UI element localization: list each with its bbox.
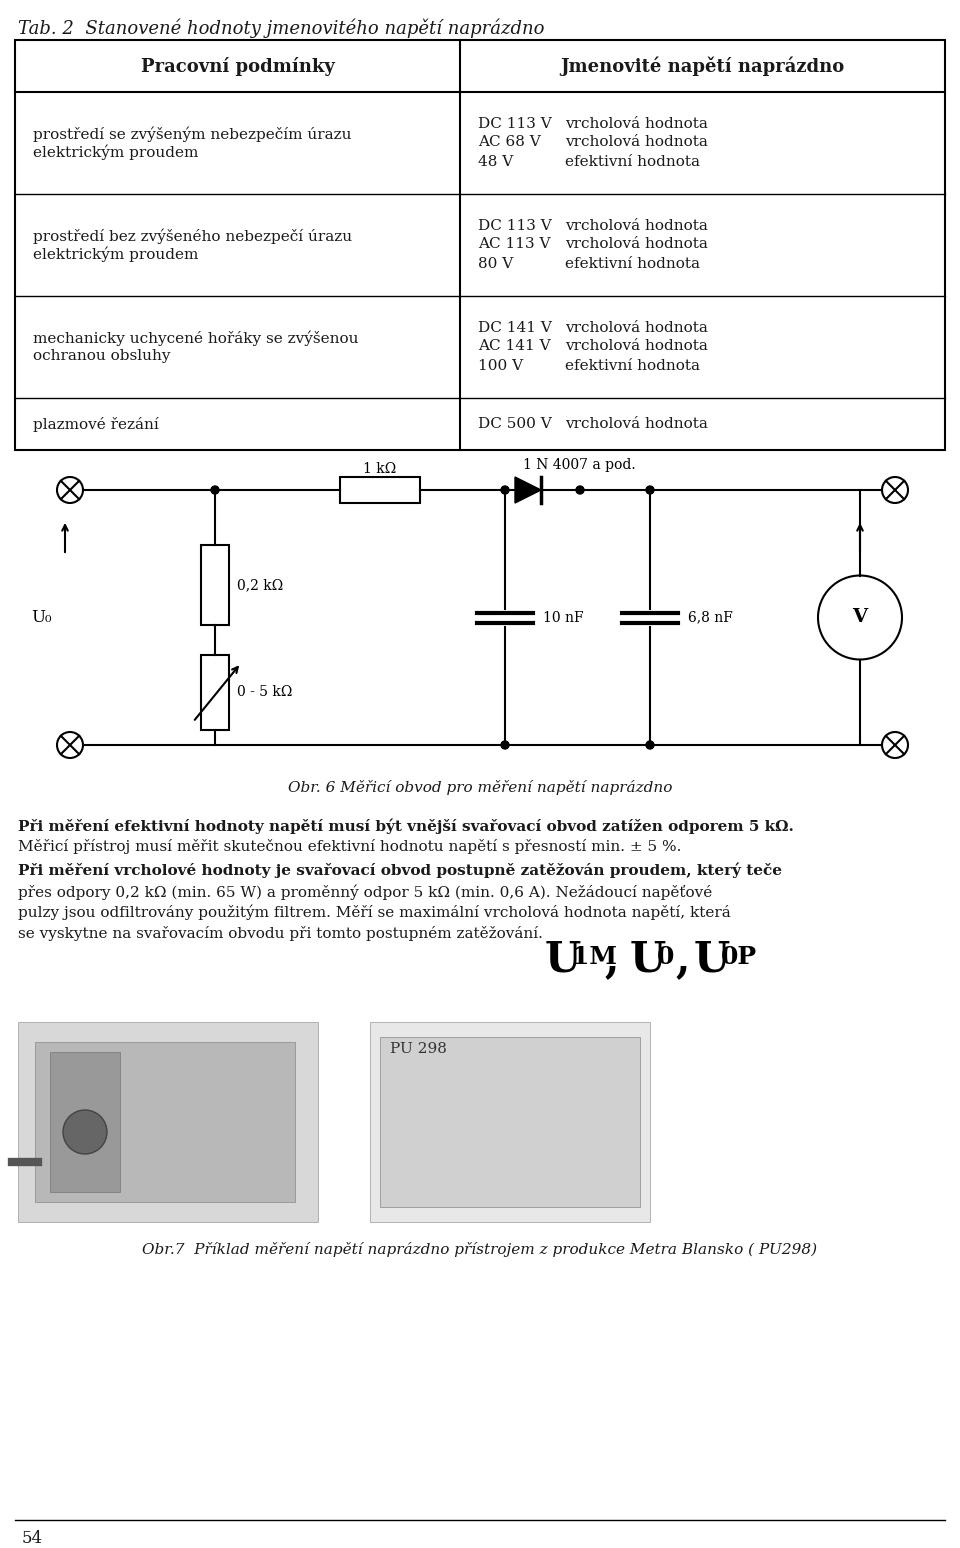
Text: přes odpory 0,2 kΩ (min. 65 W) a proměnný odpor 5 kΩ (min. 0,6 A). Nežádoucí nap: přes odpory 0,2 kΩ (min. 65 W) a proměnn… [18,884,712,899]
Bar [201,655,229,731]
Text: DC 113 V: DC 113 V [478,116,552,130]
Text: 6,8 nF: 6,8 nF [688,610,732,624]
Text: elektrickým proudem: elektrickým proudem [33,248,199,263]
Text: 0,2 kΩ: 0,2 kΩ [237,577,283,591]
Bar [18,1022,318,1221]
Text: V: V [852,608,868,627]
Text: 1M: 1M [572,944,617,969]
Text: DC 113 V: DC 113 V [478,218,552,232]
Text: efektivní hodnota: efektivní hodnota [565,155,700,169]
Text: 1 N 4007 a pod.: 1 N 4007 a pod. [523,458,636,472]
Text: 80 V: 80 V [478,257,514,271]
Text: vrcholová hodnota: vrcholová hodnota [565,320,708,334]
Text: se vyskytne na svařovacím obvodu při tomto postupném zatěžování.: se vyskytne na svařovacím obvodu při tom… [18,926,542,941]
Bar [50,1053,120,1192]
Circle shape [646,741,654,749]
Text: ,: , [605,940,634,981]
Circle shape [501,741,509,749]
Text: 0 - 5 kΩ: 0 - 5 kΩ [237,686,293,700]
Text: AC 141 V: AC 141 V [478,339,551,353]
Bar [35,1042,295,1201]
Text: 0P: 0P [721,944,757,969]
Text: Obr. 6 Měřicí obvod pro měření napětí naprázdno: Obr. 6 Měřicí obvod pro měření napětí na… [288,780,672,796]
Text: vrcholová hodnota: vrcholová hodnota [565,218,708,232]
Bar [370,1022,650,1221]
Text: vrcholová hodnota: vrcholová hodnota [565,339,708,353]
Text: PU 298: PU 298 [390,1042,446,1056]
Bar [15,40,945,450]
Text: prostředí se zvýšeným nebezpečím úrazu: prostředí se zvýšeným nebezpečím úrazu [33,125,351,141]
Text: U: U [630,940,666,981]
Text: elektrickým proudem: elektrickým proudem [33,146,199,161]
Text: pulzy jsou odfiltrovány použitým filtrem. Měří se maximální vrcholová hodnota na: pulzy jsou odfiltrovány použitým filtrem… [18,906,731,921]
Circle shape [646,486,654,494]
Text: prostředí bez zvýšeného nebezpečí úrazu: prostředí bez zvýšeného nebezpečí úrazu [33,228,352,243]
Text: Při měření vrcholové hodnoty je svařovací obvod postupně zatěžován proudem, kter: Při měření vrcholové hodnoty je svařovac… [18,862,782,879]
Text: ochranou obsluhy: ochranou obsluhy [33,348,171,362]
Text: ,: , [675,940,689,981]
Text: efektivní hodnota: efektivní hodnota [565,359,700,373]
Text: vrcholová hodnota: vrcholová hodnota [565,116,708,130]
Text: plazmové řezání: plazmové řezání [33,416,158,432]
Text: efektivní hodnota: efektivní hodnota [565,257,700,271]
Circle shape [211,486,219,494]
Text: Při měření efektivní hodnoty napětí musí být vnější svařovací obvod zatížen odpo: Při měření efektivní hodnoty napětí musí… [18,817,794,833]
Text: U₀: U₀ [32,608,52,625]
Text: 10 nF: 10 nF [543,610,584,624]
Text: Měřicí přístroj musí měřit skutečnou efektivní hodnotu napětí s přesností min. ±: Měřicí přístroj musí měřit skutečnou efe… [18,839,682,854]
Circle shape [63,1110,107,1153]
Text: vrcholová hodnota: vrcholová hodnota [565,136,708,150]
Polygon shape [515,477,541,503]
Text: 100 V: 100 V [478,359,523,373]
Text: 0: 0 [657,944,674,969]
Circle shape [501,486,509,494]
Text: AC 113 V: AC 113 V [478,237,550,251]
Circle shape [576,486,584,494]
Text: U: U [694,940,731,981]
Text: vrcholová hodnota: vrcholová hodnota [565,237,708,251]
Text: Tab. 2  Stanovené hodnoty jmenovitého napětí naprázdno: Tab. 2 Stanovené hodnoty jmenovitého nap… [18,19,544,37]
Text: DC 500 V: DC 500 V [478,416,552,430]
Bar [201,545,229,625]
Text: Jmenovité napětí naprázdno: Jmenovité napětí naprázdno [561,56,845,76]
Text: Pracovní podmínky: Pracovní podmínky [140,56,334,76]
Text: AC 68 V: AC 68 V [478,136,540,150]
Bar [380,1037,640,1207]
Bar [340,477,420,503]
Text: DC 141 V: DC 141 V [478,320,552,334]
Text: vrcholová hodnota: vrcholová hodnota [565,416,708,430]
Text: mechanicky uchycené hořáky se zvýšenou: mechanicky uchycené hořáky se zvýšenou [33,330,358,345]
Text: U: U [545,940,581,981]
Text: 54: 54 [22,1529,43,1546]
Text: Obr.7  Příklad měření napětí naprázdno přístrojem z produkce Metra Blansko ( PU2: Obr.7 Příklad měření napětí naprázdno př… [142,1241,818,1257]
Text: 1 kΩ: 1 kΩ [364,461,396,475]
Text: 48 V: 48 V [478,155,514,169]
